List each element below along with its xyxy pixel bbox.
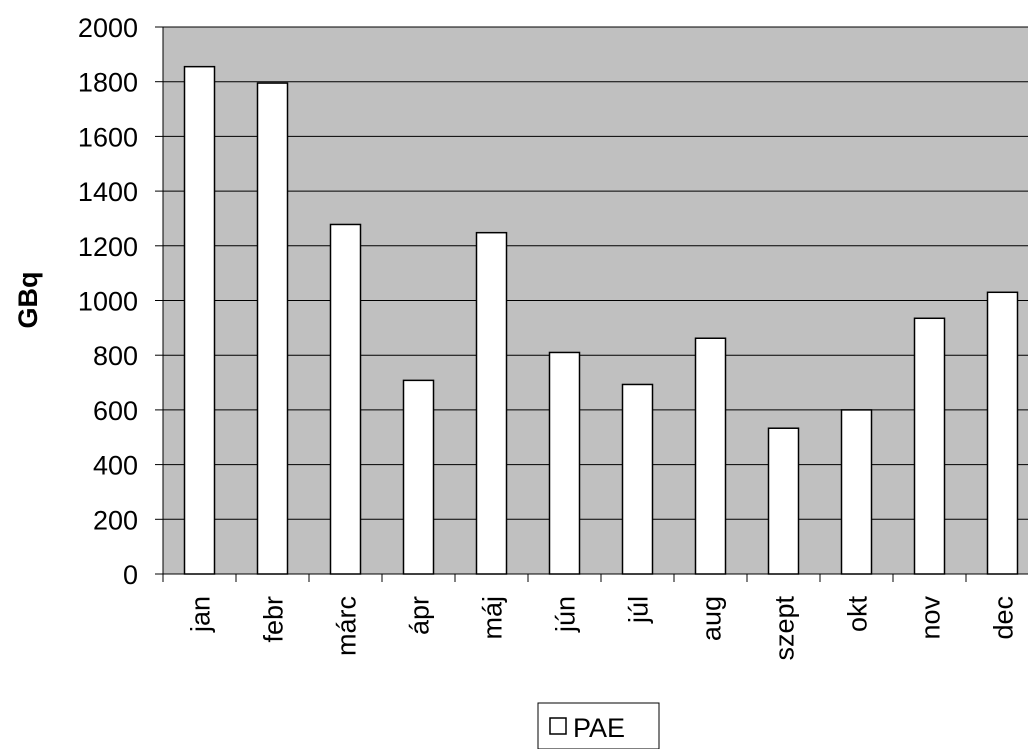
y-tick-label: 2000 [78, 13, 138, 43]
x-tick-label: júl [624, 596, 654, 624]
y-tick-label: 400 [93, 451, 138, 481]
x-tick-label: szept [770, 596, 800, 661]
y-tick-label: 800 [93, 341, 138, 371]
x-tick-label: febr [259, 596, 289, 643]
y-tick-label: 200 [93, 505, 138, 535]
x-tick-label: máj [478, 596, 508, 640]
x-tick-label: márc [332, 596, 362, 656]
bar-aug [694, 337, 727, 575]
bar-ápr [402, 379, 435, 575]
y-tick-label: 600 [93, 396, 138, 426]
bar-júl [621, 383, 654, 575]
y-tick-label: 0 [123, 560, 138, 590]
legend-label-pae: PAE [573, 713, 625, 743]
legend: PAE [537, 702, 660, 750]
legend-swatch-pae [549, 717, 567, 735]
bar-okt [840, 409, 873, 575]
x-tick-label: jan [186, 596, 216, 633]
bar-febr [256, 82, 289, 575]
x-tick-label: ápr [405, 596, 435, 635]
y-tick-label: 1000 [78, 287, 138, 317]
y-tick-labels: 0 200 400 600 800 1000 1200 1400 1600 1800 2000 [78, 13, 138, 590]
x-tick-label: jún [551, 596, 581, 633]
y-axis-title: GBq [13, 272, 43, 329]
x-tick-label: nov [916, 596, 946, 640]
x-tick-label: dec [989, 596, 1019, 640]
gridlines [163, 26, 1028, 520]
bar-márc [329, 223, 362, 575]
bars [183, 65, 1019, 575]
bar-máj [475, 231, 508, 575]
bar-szept [767, 427, 800, 575]
x-tick-label: okt [843, 596, 873, 633]
y-tick-label: 1400 [78, 177, 138, 207]
x-tick-labels: jan febr márc ápr máj jún júl aug szept okt nov dec [186, 596, 1019, 661]
y-tick-label: 1200 [78, 232, 138, 262]
bar-jan [183, 65, 216, 575]
axes [155, 26, 1028, 582]
bar-jún [548, 351, 581, 575]
bar-nov [913, 317, 946, 575]
y-tick-label: 1800 [78, 68, 138, 98]
bar-dec [986, 291, 1019, 575]
y-tick-label: 1600 [78, 122, 138, 152]
x-tick-label: aug [697, 596, 727, 641]
